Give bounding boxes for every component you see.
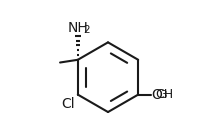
Text: 2: 2: [83, 25, 90, 35]
Text: NH: NH: [68, 21, 89, 34]
Text: 3: 3: [160, 90, 167, 100]
Text: O: O: [151, 88, 162, 102]
Text: Cl: Cl: [62, 97, 75, 111]
Text: CH: CH: [156, 88, 174, 101]
